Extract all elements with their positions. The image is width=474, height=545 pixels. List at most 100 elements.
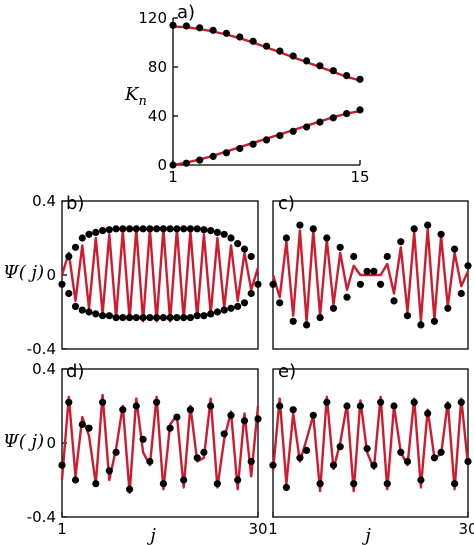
panel-c-data-point	[377, 280, 385, 288]
panel-c-data-point	[397, 238, 405, 246]
panel-b-data-point	[153, 314, 161, 322]
panel-a-data-point	[329, 114, 337, 122]
panel-e-data-point	[269, 461, 277, 469]
panel-a-ylabel-main: K	[124, 84, 140, 105]
panel-b-data-point	[71, 243, 80, 251]
panel-e-data-point	[370, 461, 378, 469]
panel-b-data-point	[139, 314, 147, 322]
panel-a-data-point	[222, 149, 230, 157]
panel-e-data-point	[309, 411, 317, 419]
panel-d-data-point	[207, 402, 215, 410]
panel-e-data-point	[403, 457, 412, 466]
panel-a-data-point	[196, 156, 204, 164]
panel-c-data-point	[417, 321, 425, 329]
panel-d-label: d)	[66, 361, 84, 382]
panel-c-data-point	[356, 280, 364, 288]
panel-b-data-point	[240, 245, 249, 253]
panel-d-data-point	[85, 424, 93, 432]
panel-b-data-point	[193, 225, 201, 233]
panel-d-data-point	[173, 413, 181, 421]
panel-a-ytick-label: 40	[148, 107, 167, 125]
panel-b-data-point	[153, 225, 161, 233]
panel-c-series-line	[271, 227, 470, 323]
panel-d-data-point	[227, 411, 235, 419]
panel-c-data-point	[276, 299, 284, 307]
panel-c-data-point	[430, 317, 438, 325]
panel-b-data-point	[105, 226, 113, 234]
panel-a-ylabel-sub: n	[138, 94, 146, 109]
panel-c-data-point	[457, 289, 465, 298]
panel-a-data-point	[182, 159, 190, 167]
panel-c-label: c)	[278, 193, 295, 214]
panel-b-data-point	[186, 314, 194, 322]
panel-c-data-point	[343, 293, 351, 301]
panel-d-data-point	[180, 476, 188, 484]
panel-b-data-point	[146, 314, 154, 322]
panel-b-data-point	[234, 302, 242, 310]
panel-e-data-point	[464, 457, 472, 466]
panel-d-ytick-label: 0.4	[32, 360, 56, 378]
panel-e-data-point	[424, 409, 432, 417]
panel-b-ylabel: Ψ( j)	[3, 262, 44, 283]
panel-c-data-point	[403, 312, 412, 320]
panel-e-frame	[272, 368, 469, 518]
panel-b-data-point	[180, 314, 188, 322]
panel-e-series-line	[271, 395, 470, 493]
panel-b-data-point	[227, 234, 235, 242]
panel-c-data-point	[444, 304, 452, 312]
panel-d-data-point	[200, 448, 208, 456]
panel-b-data-point	[173, 225, 181, 233]
panel-d-data-point	[139, 435, 147, 443]
panel-d-ytick-label: 0	[46, 434, 56, 452]
panel-d-data-point	[247, 457, 255, 466]
panel-a-data-point	[236, 144, 244, 153]
panel-a-data-point	[249, 37, 257, 45]
panel-d-data-point	[153, 398, 161, 406]
panel-a-data-point	[329, 67, 337, 75]
panel-a-data-point	[249, 140, 257, 148]
panel-d-data-point	[159, 480, 167, 488]
panel-a-data-point	[222, 29, 230, 37]
panel-b-data-point	[105, 312, 113, 320]
panel-c-data-point	[370, 267, 378, 275]
panel-b-data-point	[247, 252, 255, 261]
panel-a-data-point	[316, 118, 324, 126]
panel-b-data-point	[132, 225, 140, 233]
panel-e-data-point	[296, 454, 304, 462]
panel-c-data-point	[383, 252, 391, 261]
panel-e-data-point	[383, 480, 391, 488]
panel-b-data-point	[220, 230, 228, 238]
panel-c-data-point	[329, 304, 338, 312]
panel-e-data-point	[410, 398, 418, 406]
panel-b-data-point	[207, 310, 215, 318]
panel-e: e) j 1 30	[268, 361, 474, 545]
panel-b-ytick-label: 0.4	[32, 192, 56, 210]
panel-d-data-point	[166, 424, 174, 432]
panel-a-data-point	[303, 57, 311, 65]
panel-a: a) Kn 0 40 80 120 1 15	[124, 2, 370, 186]
panel-b-data-point	[213, 228, 221, 236]
panel-b-data-point	[92, 310, 100, 318]
panel-b-data-point	[99, 312, 107, 320]
panel-a-data-point	[343, 110, 351, 118]
panel-b-data-point	[146, 225, 154, 233]
panel-a-data-point	[169, 21, 177, 29]
panel-e-data-point	[316, 480, 324, 488]
panel-b-data-point	[65, 289, 73, 298]
panel-e-data-point	[437, 448, 445, 456]
panel-a-ytick-label: 0	[157, 156, 167, 174]
panel-d-data-point	[78, 420, 86, 429]
panel-c-data-point	[303, 321, 311, 329]
panel-b-data-point	[71, 302, 80, 310]
panel-d-data-point	[126, 485, 134, 493]
panel-b-data-point	[119, 314, 127, 322]
panel-b-data-point	[78, 234, 86, 242]
panel-b-data-point	[85, 230, 93, 238]
panel-c-data-point	[424, 221, 432, 229]
panel-a-data-point	[289, 127, 297, 135]
panel-d-xtick-label: 30	[248, 520, 267, 538]
panel-b-data-point	[213, 308, 221, 316]
panel-e-data-point	[451, 480, 459, 488]
panel-d-data-point	[58, 461, 66, 469]
panel-a-data-point	[182, 22, 190, 30]
